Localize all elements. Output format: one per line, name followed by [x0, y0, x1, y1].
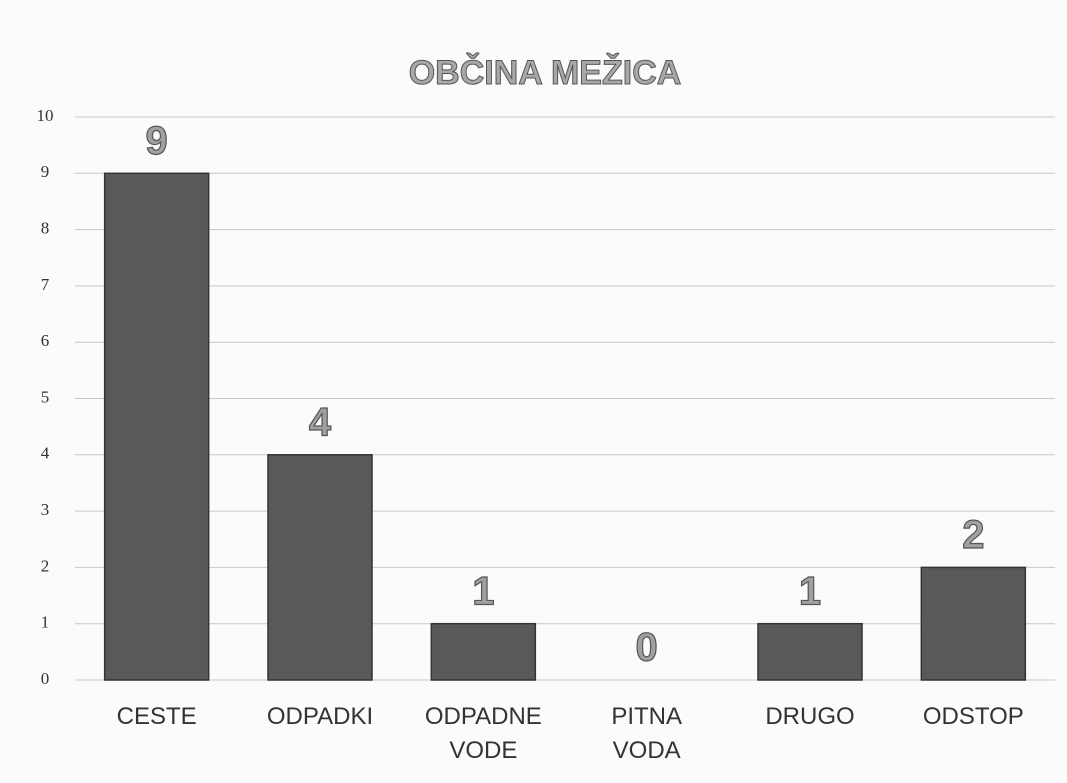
bar	[430, 622, 537, 681]
y-tick-label: 7	[41, 275, 50, 294]
x-tick-label: PITNA VODA	[611, 703, 682, 764]
y-tick-label: 2	[41, 556, 50, 575]
x-tick-label: CESTE	[116, 703, 197, 730]
data-label: 9	[146, 119, 168, 163]
data-label: 1	[472, 569, 494, 613]
data-label: 0	[636, 626, 658, 670]
x-tick-label: ODSTOP	[922, 703, 1024, 730]
y-tick-label: 8	[41, 219, 50, 238]
y-tick-label: 0	[41, 669, 50, 688]
data-label: 4	[309, 400, 332, 444]
y-tick-label: 9	[41, 162, 50, 181]
data-label: 2	[962, 513, 984, 557]
x-tick-label: DRUGO	[765, 703, 855, 730]
bar	[267, 454, 373, 681]
y-tick-label: 5	[41, 387, 50, 406]
x-tick-label: ODPADNE VODE	[424, 703, 542, 764]
y-tick-label: 1	[41, 613, 50, 632]
y-tick-label: 10	[37, 106, 54, 125]
bar	[757, 622, 863, 681]
bar	[920, 566, 1027, 681]
bar	[103, 172, 210, 681]
y-tick-label: 6	[41, 331, 50, 350]
y-tick-label: 4	[41, 444, 50, 463]
x-tick-label: ODPADKI	[266, 703, 374, 730]
y-tick-label: 3	[41, 500, 50, 519]
chart-title: OBČINA MEŽICA	[409, 53, 682, 92]
data-label: 1	[799, 569, 821, 613]
